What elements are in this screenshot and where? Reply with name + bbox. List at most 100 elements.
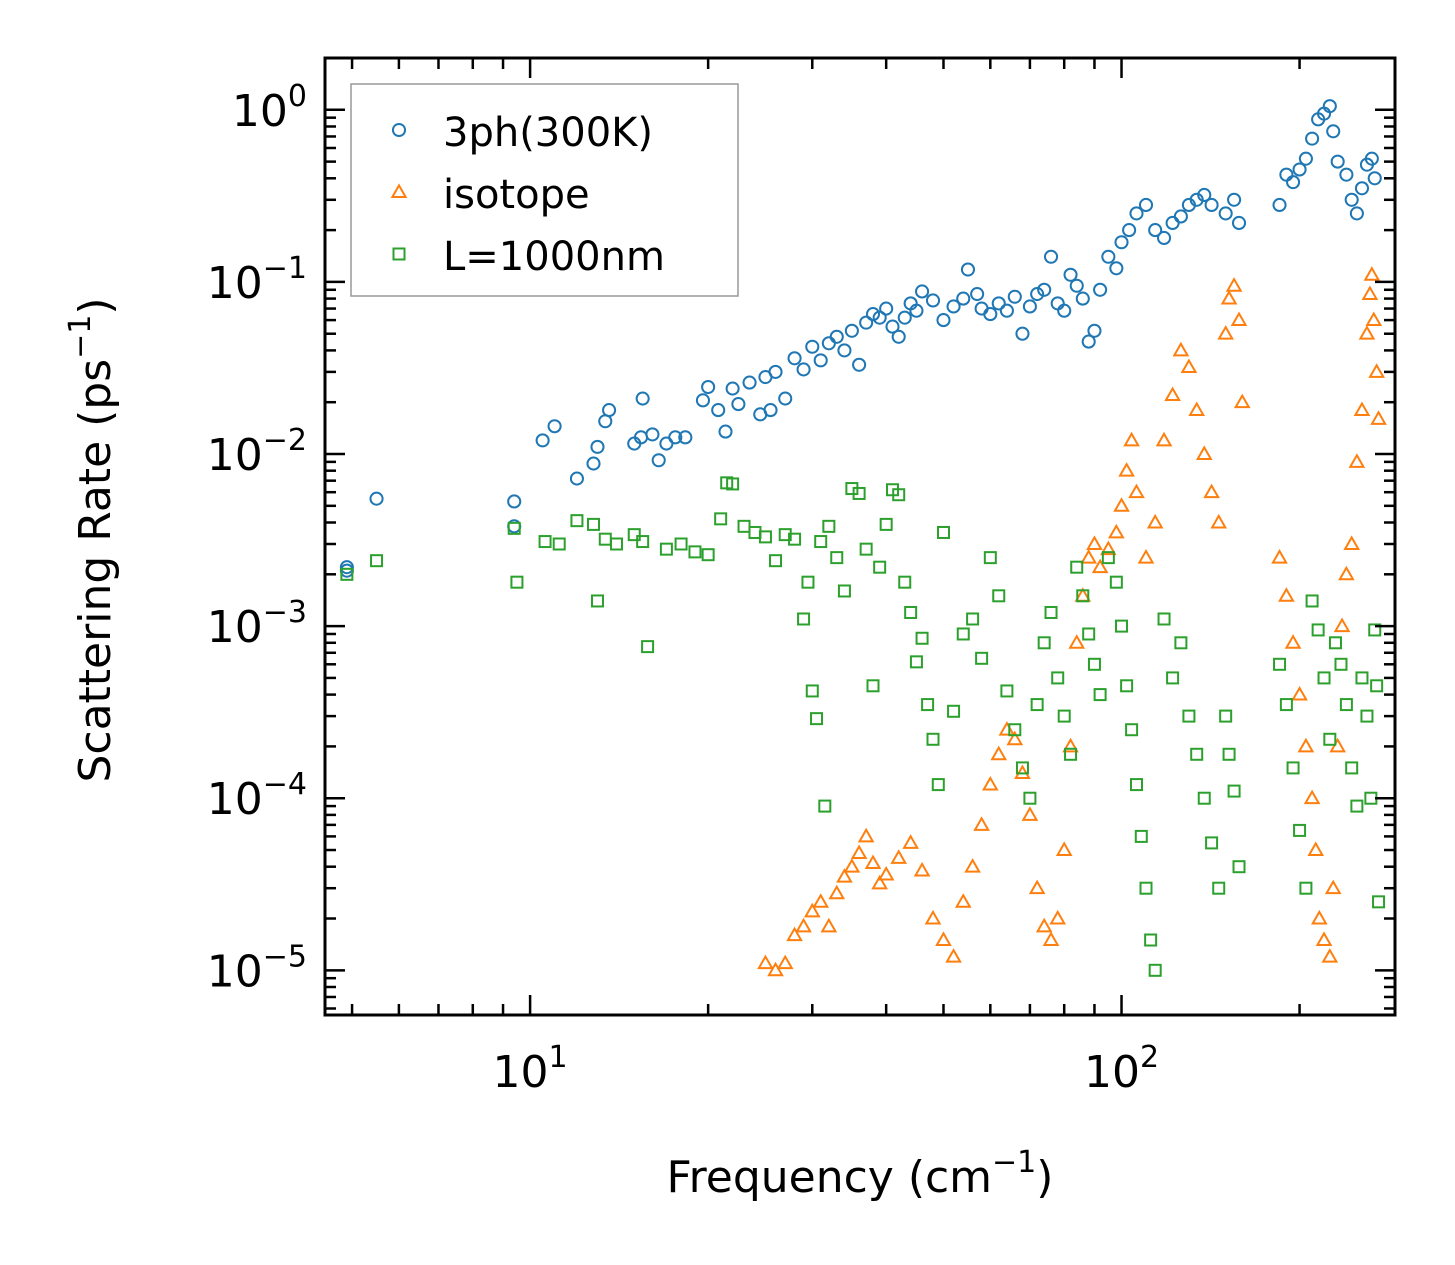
data-point-square bbox=[1144, 933, 1158, 947]
data-point-circle bbox=[731, 397, 746, 412]
data-point-circle bbox=[891, 329, 906, 344]
data-point-square bbox=[1345, 761, 1359, 775]
data-point-square bbox=[674, 537, 688, 551]
data-point-triangle bbox=[1220, 289, 1238, 305]
data-point-circle bbox=[829, 329, 844, 344]
data-point-circle bbox=[569, 471, 584, 486]
data-point-triangle bbox=[1324, 879, 1342, 895]
data-point-circle bbox=[1122, 223, 1137, 238]
legend-label: 3ph(300K) bbox=[443, 110, 653, 156]
data-point-triangle bbox=[1210, 513, 1228, 529]
data-point-circle bbox=[369, 491, 384, 506]
data-point-triangle bbox=[964, 858, 981, 873]
data-point-square bbox=[966, 612, 980, 626]
data-point-square bbox=[688, 545, 702, 559]
data-point-square bbox=[737, 519, 751, 533]
data-point-circle bbox=[1197, 187, 1212, 203]
data-point-triangle bbox=[1123, 431, 1140, 447]
data-point-square bbox=[726, 477, 740, 491]
data-point-triangle bbox=[1284, 634, 1302, 649]
data-point-circle bbox=[852, 357, 867, 372]
data-point-square bbox=[805, 684, 819, 698]
data-point-square bbox=[788, 532, 802, 546]
data-point-triangle bbox=[1311, 909, 1328, 925]
data-point-triangle bbox=[1230, 311, 1248, 327]
data-point-circle bbox=[547, 419, 562, 434]
data-point-triangle bbox=[1068, 634, 1086, 649]
data-point-square bbox=[1197, 791, 1211, 805]
data-point-triangle bbox=[1368, 363, 1385, 378]
data-point-circle bbox=[925, 293, 941, 308]
data-point-square bbox=[947, 704, 961, 718]
data-point-triangle bbox=[843, 858, 861, 873]
series-L=1000nm bbox=[340, 476, 1386, 977]
data-point-square bbox=[1064, 747, 1078, 761]
data-point-triangle bbox=[1343, 535, 1361, 550]
data-point-circle bbox=[1063, 267, 1078, 282]
data-point-circle bbox=[865, 307, 881, 322]
data-point-triangle bbox=[954, 893, 972, 908]
data-point-square bbox=[510, 575, 524, 589]
data-point-triangle bbox=[1100, 540, 1117, 556]
data-point-circle bbox=[695, 393, 710, 408]
data-points bbox=[339, 99, 1387, 977]
data-point-circle bbox=[796, 362, 811, 377]
data-point-square bbox=[1190, 747, 1204, 761]
data-point-triangle bbox=[1370, 410, 1387, 425]
data-point-triangle bbox=[1353, 401, 1371, 417]
data-point-square bbox=[992, 589, 1006, 603]
data-point-circle bbox=[1326, 124, 1341, 139]
data-point-triangle bbox=[1108, 523, 1125, 539]
data-point-triangle bbox=[1291, 685, 1308, 701]
data-point-triangle bbox=[1365, 311, 1383, 327]
data-point-circle bbox=[983, 307, 998, 322]
data-point-square bbox=[956, 627, 970, 641]
data-point-square bbox=[714, 512, 728, 526]
data-point-circle bbox=[742, 375, 757, 390]
data-point-square bbox=[370, 554, 384, 568]
data-point-triangle bbox=[1021, 806, 1039, 821]
data-point-triangle bbox=[1128, 483, 1145, 499]
data-point-triangle bbox=[945, 948, 962, 963]
data-point-triangle bbox=[795, 917, 812, 933]
data-point-circle bbox=[635, 391, 650, 406]
data-point-triangle bbox=[1049, 909, 1067, 925]
data-point-circle bbox=[1330, 154, 1345, 169]
data-point-square bbox=[866, 679, 880, 693]
data-point-triangle bbox=[890, 849, 908, 864]
data-point-square bbox=[1057, 709, 1071, 723]
data-point-circle bbox=[909, 303, 924, 318]
data-point-circle bbox=[1022, 299, 1037, 314]
data-point-square bbox=[1115, 619, 1129, 633]
legend-box bbox=[350, 83, 739, 297]
data-point-circle bbox=[1305, 131, 1320, 146]
data-point-circle bbox=[960, 262, 976, 277]
data-point-circle bbox=[590, 439, 605, 454]
data-point-triangle bbox=[1307, 841, 1325, 856]
data-point-circle bbox=[1129, 206, 1144, 221]
data-point-circle bbox=[787, 351, 802, 366]
plot-frame bbox=[323, 56, 1397, 1017]
x-axis-title: Frequency (cm−1) bbox=[667, 1145, 1054, 1203]
data-point-triangle bbox=[981, 775, 999, 791]
data-point-circle bbox=[837, 343, 852, 358]
data-point-square bbox=[552, 537, 566, 551]
data-point-circle bbox=[1138, 197, 1154, 213]
data-point-triangle bbox=[1055, 841, 1073, 856]
data-point-square bbox=[1212, 881, 1226, 895]
data-point-circle bbox=[1173, 209, 1188, 224]
data-point-square bbox=[507, 521, 521, 535]
data-point-square bbox=[1087, 657, 1101, 671]
data-point-circle bbox=[602, 403, 617, 418]
data-point-triangle bbox=[857, 827, 875, 843]
data-point-circle bbox=[1364, 151, 1379, 166]
data-point-triangle bbox=[973, 816, 990, 831]
data-point-square bbox=[936, 525, 950, 539]
data-point-circle bbox=[1204, 197, 1219, 213]
data-point-square bbox=[1227, 784, 1241, 798]
data-point-triangle bbox=[1091, 558, 1109, 574]
data-point-triangle bbox=[1172, 341, 1190, 357]
data-point-circle bbox=[872, 310, 887, 325]
data-point-square bbox=[904, 605, 918, 619]
data-point-square bbox=[814, 535, 828, 549]
